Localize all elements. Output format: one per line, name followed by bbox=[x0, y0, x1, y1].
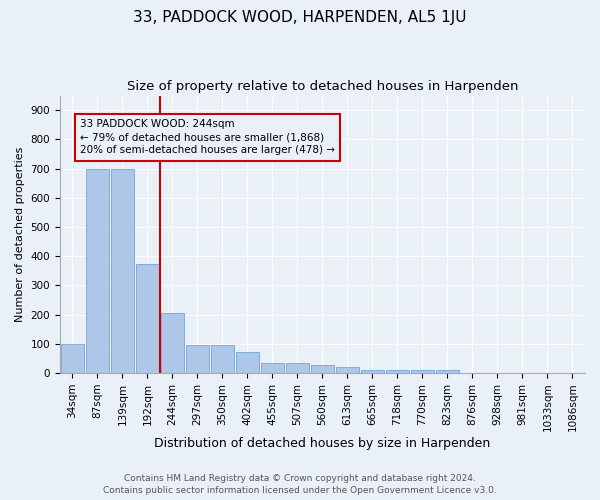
Bar bbox=[211, 345, 235, 373]
Title: Size of property relative to detached houses in Harpenden: Size of property relative to detached ho… bbox=[127, 80, 518, 93]
Y-axis label: Number of detached properties: Number of detached properties bbox=[15, 146, 25, 322]
Bar bbox=[185, 345, 209, 373]
Bar bbox=[311, 365, 334, 373]
Bar bbox=[136, 264, 159, 373]
Bar bbox=[110, 168, 134, 373]
Bar bbox=[86, 168, 109, 373]
Bar bbox=[236, 352, 259, 373]
Bar bbox=[335, 366, 359, 373]
Text: 33 PADDOCK WOOD: 244sqm
← 79% of detached houses are smaller (1,868)
20% of semi: 33 PADDOCK WOOD: 244sqm ← 79% of detache… bbox=[80, 119, 335, 156]
Bar bbox=[410, 370, 434, 373]
Bar bbox=[61, 344, 84, 373]
Bar bbox=[386, 370, 409, 373]
Bar bbox=[260, 363, 284, 373]
Bar bbox=[286, 363, 310, 373]
Bar bbox=[361, 370, 385, 373]
Text: Contains HM Land Registry data © Crown copyright and database right 2024.
Contai: Contains HM Land Registry data © Crown c… bbox=[103, 474, 497, 495]
Bar bbox=[161, 313, 184, 373]
X-axis label: Distribution of detached houses by size in Harpenden: Distribution of detached houses by size … bbox=[154, 437, 491, 450]
Text: 33, PADDOCK WOOD, HARPENDEN, AL5 1JU: 33, PADDOCK WOOD, HARPENDEN, AL5 1JU bbox=[133, 10, 467, 25]
Bar bbox=[436, 370, 460, 373]
